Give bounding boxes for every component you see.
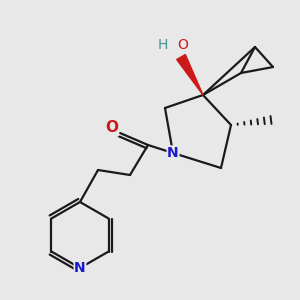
Text: O: O [106, 121, 118, 136]
Text: N: N [74, 261, 86, 275]
Polygon shape [177, 55, 203, 95]
Text: N: N [167, 146, 179, 160]
Text: H: H [158, 38, 168, 52]
Text: O: O [178, 38, 188, 52]
